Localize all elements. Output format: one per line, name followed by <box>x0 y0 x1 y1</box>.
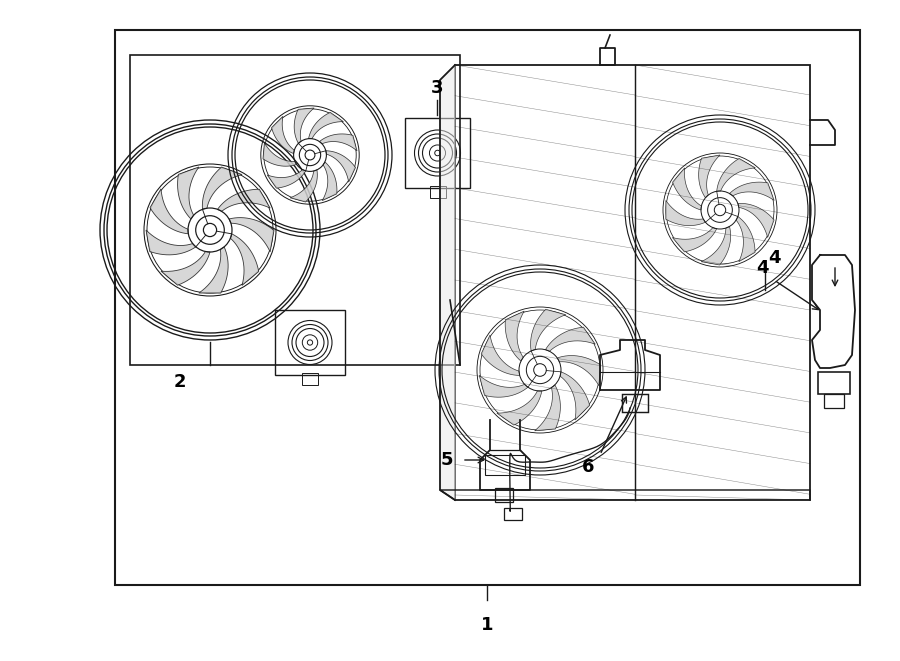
Polygon shape <box>309 112 344 139</box>
Polygon shape <box>736 217 755 262</box>
Polygon shape <box>505 311 524 361</box>
Text: 1: 1 <box>481 616 493 634</box>
Polygon shape <box>701 227 731 265</box>
Polygon shape <box>440 65 455 500</box>
Bar <box>405 118 470 188</box>
Bar <box>622 394 648 412</box>
Polygon shape <box>535 385 561 431</box>
Polygon shape <box>320 134 357 151</box>
Polygon shape <box>557 356 601 386</box>
Polygon shape <box>218 189 270 212</box>
Polygon shape <box>230 217 274 252</box>
Text: 2: 2 <box>174 373 186 391</box>
Polygon shape <box>531 309 566 351</box>
Polygon shape <box>202 167 242 210</box>
Polygon shape <box>322 162 337 200</box>
Polygon shape <box>326 151 356 182</box>
Polygon shape <box>294 108 314 143</box>
Bar <box>818 372 850 394</box>
Bar <box>824 394 844 408</box>
Text: 3: 3 <box>431 79 443 97</box>
Text: 4: 4 <box>768 249 780 267</box>
Polygon shape <box>672 227 716 252</box>
Polygon shape <box>698 155 720 198</box>
Polygon shape <box>177 167 199 219</box>
Bar <box>485 455 525 475</box>
Bar <box>275 310 345 375</box>
Polygon shape <box>150 189 188 234</box>
Bar <box>115 30 860 585</box>
Text: 6: 6 <box>581 458 594 476</box>
Polygon shape <box>716 159 755 191</box>
Polygon shape <box>263 143 297 166</box>
Polygon shape <box>560 372 590 420</box>
Polygon shape <box>199 247 228 293</box>
Polygon shape <box>482 335 519 375</box>
Text: 4: 4 <box>756 259 769 277</box>
Bar <box>302 373 318 385</box>
Polygon shape <box>161 252 210 285</box>
Polygon shape <box>730 182 774 200</box>
Polygon shape <box>290 170 318 202</box>
Polygon shape <box>497 391 542 425</box>
Polygon shape <box>146 230 196 255</box>
Text: 5: 5 <box>441 451 454 469</box>
Bar <box>130 55 460 365</box>
Polygon shape <box>267 170 306 188</box>
Polygon shape <box>666 200 706 225</box>
Bar <box>504 508 522 520</box>
Bar <box>495 488 513 502</box>
Polygon shape <box>272 116 294 153</box>
Polygon shape <box>545 327 595 351</box>
Bar <box>429 186 445 198</box>
Polygon shape <box>479 375 528 397</box>
Polygon shape <box>230 234 258 286</box>
Polygon shape <box>672 168 701 210</box>
Polygon shape <box>738 204 774 237</box>
